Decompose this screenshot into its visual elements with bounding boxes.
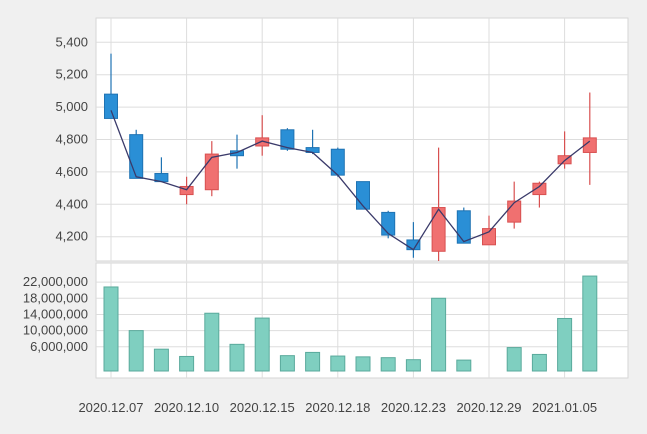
date-tick-label: 2020.12.29 — [456, 400, 521, 415]
volume-bar — [506, 347, 522, 372]
price-y-tick-label: 5,200 — [55, 67, 88, 82]
volume-bar — [204, 312, 220, 372]
volume-bar — [405, 359, 421, 372]
candles — [104, 53, 597, 261]
volume-bar — [103, 286, 119, 372]
volume-bar — [179, 355, 195, 372]
volume-bar — [355, 356, 371, 372]
date-tick-label: 2020.12.10 — [154, 400, 219, 415]
candle-body — [381, 211, 396, 236]
volume-y-tick-label: 14,000,000 — [23, 306, 88, 321]
moving-average-layer — [110, 110, 591, 251]
volume-bar — [330, 355, 346, 372]
volume-bar — [279, 355, 295, 372]
price-y-axis: 4,200 4,400 4,600 4,800 5,000 5,200 5,400 — [55, 34, 88, 243]
moving-average-line — [110, 110, 591, 251]
candle-body — [557, 155, 572, 165]
candle-body — [280, 129, 295, 150]
volume-bar — [229, 343, 245, 372]
candle-body — [532, 182, 547, 196]
volume-y-tick-label: 6,000,000 — [30, 339, 88, 354]
volume-bar — [582, 275, 598, 372]
candle-body — [104, 93, 118, 119]
volume-bar — [431, 297, 447, 372]
date-tick-label: 2021.01.05 — [532, 400, 597, 415]
volume-bar — [254, 317, 270, 372]
price-y-tick-label: 4,400 — [55, 196, 88, 211]
candle-body — [255, 137, 270, 147]
price-y-tick-label: 4,600 — [55, 164, 88, 179]
candle-body — [204, 153, 219, 191]
volume-bar — [153, 348, 169, 372]
candle-body — [129, 134, 144, 179]
date-axis: 2020.12.07 2020.12.10 2020.12.15 2020.12.18… — [78, 400, 597, 415]
volume-bar — [557, 317, 573, 372]
volume-bar — [531, 353, 547, 372]
volume-bars — [103, 275, 598, 372]
volume-bar — [128, 330, 144, 372]
date-tick-label: 2020.12.07 — [78, 400, 143, 415]
volume-bar — [456, 359, 472, 372]
volume-y-tick-label: 22,000,000 — [23, 274, 88, 289]
price-y-tick-label: 4,200 — [55, 229, 88, 244]
date-tick-label: 2020.12.23 — [381, 400, 446, 415]
candle-body — [582, 137, 597, 153]
candle-body — [431, 207, 446, 252]
candle-body — [179, 185, 194, 196]
volume-y-tick-label: 18,000,000 — [23, 290, 88, 305]
price-y-tick-label: 5,000 — [55, 99, 88, 114]
date-tick-label: 2020.12.15 — [230, 400, 295, 415]
candle-body — [507, 200, 522, 223]
volume-bar — [305, 351, 321, 372]
candle-body — [456, 210, 471, 244]
volume-bar — [380, 357, 396, 372]
price-y-tick-label: 4,800 — [55, 132, 88, 147]
price-y-tick-label: 5,400 — [55, 34, 88, 49]
volume-y-tick-label: 10,000,000 — [23, 323, 88, 338]
date-tick-label: 2020.12.18 — [305, 400, 370, 415]
